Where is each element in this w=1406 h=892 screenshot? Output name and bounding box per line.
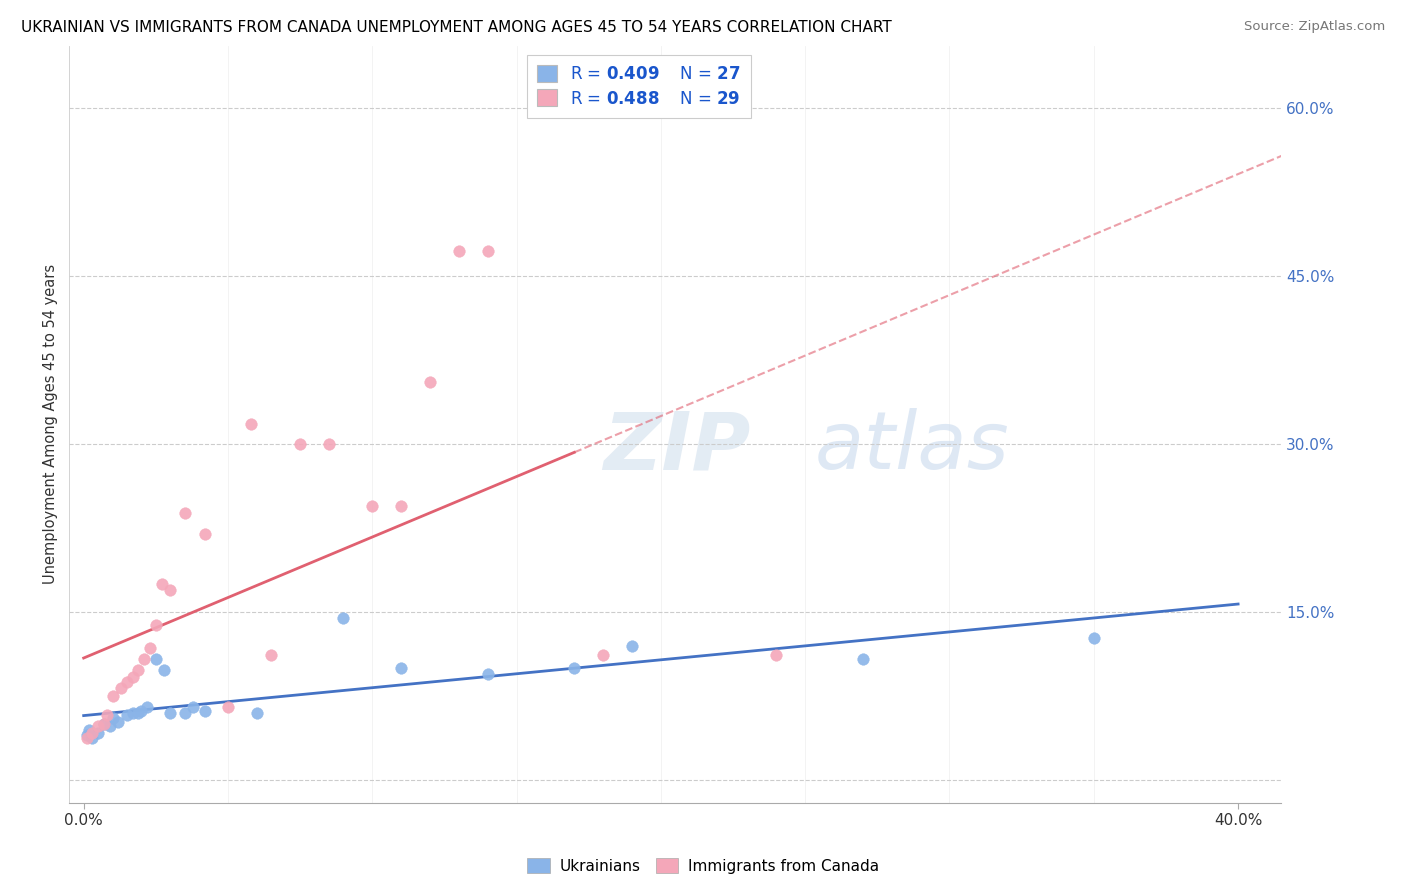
Point (159, 582, 181, 597)
Point (115, 708, 138, 723)
Y-axis label: Unemployment Among Ages 45 to 54 years: Unemployment Among Ages 45 to 54 years (44, 264, 58, 584)
Point (121, 706, 143, 720)
Point (477, 244, 499, 259)
Point (852, 652, 875, 666)
Point (145, 618, 167, 632)
Legend: Ukrainians, Immigrants from Canada: Ukrainians, Immigrants from Canada (522, 852, 884, 880)
Point (93, 717, 115, 731)
Point (87, 726, 110, 740)
Point (76, 731, 98, 745)
Point (562, 661, 585, 675)
Text: UKRAINIAN VS IMMIGRANTS FROM CANADA UNEMPLOYMENT AMONG AGES 45 TO 54 YEARS CORRE: UKRAINIAN VS IMMIGRANTS FROM CANADA UNEM… (21, 20, 891, 35)
Point (145, 652, 167, 666)
Point (101, 711, 124, 725)
Point (96, 708, 118, 723)
Point (194, 704, 217, 718)
Text: ZIP: ZIP (603, 408, 749, 486)
Point (128, 663, 150, 677)
Point (87, 719, 110, 733)
Point (173, 706, 195, 720)
Point (318, 437, 340, 451)
Point (332, 610, 354, 624)
Point (128, 706, 150, 720)
Point (131, 704, 153, 718)
Point (101, 689, 124, 703)
Point (136, 700, 159, 714)
Point (134, 652, 156, 666)
Point (115, 674, 138, 689)
Point (76, 728, 98, 742)
Point (173, 507, 195, 521)
Point (389, 499, 412, 513)
Point (110, 681, 132, 696)
Point (183, 700, 205, 714)
Legend: R = $\mathbf{0.409}$    N = $\mathbf{27}$, R = $\mathbf{0.488}$    N = $\mathbf{: R = $\mathbf{0.409}$ N = $\mathbf{27}$, … (527, 54, 751, 118)
Point (246, 706, 269, 720)
Text: Source: ZipAtlas.com: Source: ZipAtlas.com (1244, 20, 1385, 33)
Point (121, 670, 143, 684)
Point (592, 648, 614, 662)
Point (153, 663, 176, 677)
Point (139, 640, 162, 655)
Point (240, 417, 263, 431)
Point (217, 700, 239, 714)
Point (107, 714, 129, 729)
Point (621, 639, 644, 653)
Point (419, 376, 441, 390)
Text: atlas: atlas (814, 408, 1010, 486)
Point (159, 706, 181, 720)
Point (150, 577, 173, 591)
Point (389, 661, 412, 675)
Point (765, 648, 787, 662)
Point (1083, 631, 1105, 645)
Point (79, 723, 101, 737)
Point (288, 437, 311, 451)
Point (260, 648, 283, 662)
Point (82, 731, 104, 745)
Point (361, 499, 384, 513)
Point (93, 717, 115, 731)
Point (82, 726, 104, 740)
Point (477, 666, 499, 681)
Point (194, 526, 217, 541)
Point (98, 719, 121, 733)
Point (447, 244, 470, 259)
